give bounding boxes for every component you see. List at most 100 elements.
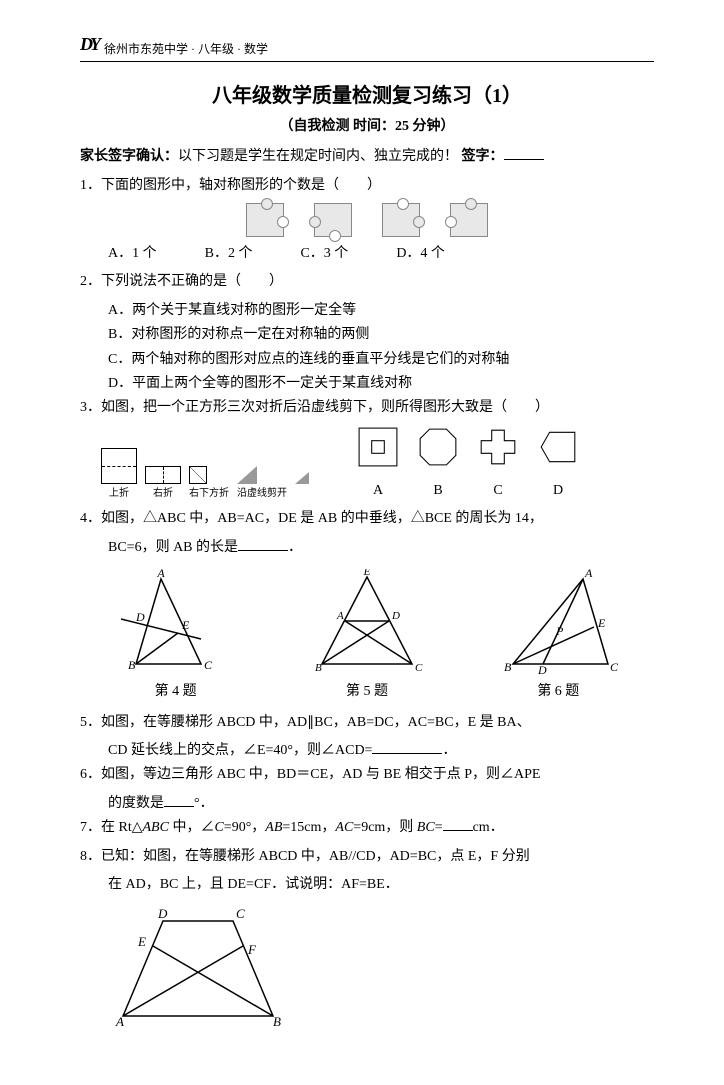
- question-8-line2: 在 AD，BC 上，且 DE=CF．试说明：AF=BE．: [80, 874, 654, 896]
- question-7: 7．在 Rt△ABC 中，∠C=90°，AB=15cm，AC=9cm，则 BC=…: [80, 817, 654, 839]
- q7-m3: =15cm，: [282, 820, 335, 835]
- header-text: 徐州市东苑中学 · 八年级 · 数学: [104, 40, 268, 59]
- question-8-line1: 8．已知：如图，在等腰梯形 ABCD 中，AB//CD，AD=BC，点 E，F …: [80, 846, 654, 868]
- confirm-body: 以下习题是学生在规定时间内、独立完成的！: [178, 149, 458, 164]
- svg-text:B: B: [128, 658, 136, 672]
- q6-suffix: °．: [194, 796, 214, 811]
- q7-unit: cm．: [473, 820, 504, 835]
- q2-option-d[interactable]: D．平面上两个全等的图形不一定关于某直线对称: [80, 373, 654, 395]
- question-6-line2: 的度数是 °．: [80, 793, 654, 815]
- puzzle-piece-icon: [382, 203, 420, 237]
- pentagon-arrow-icon: [537, 426, 579, 468]
- fold-step-4: 沿虚线剪开: [237, 466, 287, 502]
- answer-blank[interactable]: [372, 753, 442, 754]
- triangle-small-icon: [295, 472, 309, 484]
- answer-d[interactable]: D: [537, 426, 579, 503]
- svg-text:D: D: [157, 906, 168, 921]
- answer-blank[interactable]: [238, 550, 288, 551]
- answer-c[interactable]: C: [477, 426, 519, 503]
- signature-blank[interactable]: [504, 159, 544, 160]
- svg-text:A: A: [584, 569, 593, 580]
- q7-m2: =90°，: [224, 820, 266, 835]
- figure-q4: A B C D E: [106, 569, 246, 679]
- question-3: 3．如图，把一个正方形三次对折后沿虚线剪下，则所得图形大致是（ ）: [80, 397, 654, 419]
- answer-label: A: [357, 480, 399, 502]
- puzzle-piece-icon: [246, 203, 284, 237]
- svg-text:B: B: [504, 660, 512, 674]
- svg-text:E: E: [363, 569, 371, 578]
- q3-figures: 上折 右折 右下方折 沿虚线剪开 A B: [80, 426, 654, 503]
- svg-text:D: D: [135, 610, 145, 624]
- octagon-icon: [417, 426, 459, 468]
- figure-q6: A B C D E P: [488, 569, 628, 679]
- svg-text:A: A: [336, 610, 344, 622]
- svg-text:C: C: [236, 906, 245, 921]
- svg-text:D: D: [537, 663, 547, 677]
- option-d[interactable]: D．4 个: [396, 243, 445, 265]
- svg-text:E: E: [597, 616, 606, 630]
- q2-option-c[interactable]: C．两个轴对称的图形对应点的连线的垂直平分线是它们的对称轴: [80, 349, 654, 371]
- svg-text:C: C: [610, 660, 619, 674]
- question-6-line1: 6．如图，等边三角形 ABC 中，BD＝CE，AD 与 BE 相交于点 P，则∠…: [80, 764, 654, 786]
- fold-label: 右折: [145, 486, 181, 502]
- q7-abc: ABC: [143, 820, 169, 835]
- question-5-line2: CD 延长线上的交点，∠E=40°，则∠ACD= ．: [80, 740, 654, 762]
- square-diag-icon: [189, 466, 207, 484]
- q2-option-a[interactable]: A．两个关于某直线对称的图形一定全等: [80, 300, 654, 322]
- fold-label: 右下方折: [189, 486, 229, 502]
- svg-text:E: E: [137, 934, 146, 949]
- question-4-line2: BC=6，则 AB 的长是 ．: [80, 537, 654, 559]
- page-header: DY 徐州市东苑中学 · 八年级 · 数学: [80, 30, 654, 62]
- q1-figures: [80, 203, 654, 237]
- answer-blank[interactable]: [164, 806, 194, 807]
- page-subtitle: （自我检测 时间：25 分钟）: [80, 116, 654, 138]
- figure-q8: D C E F A B: [108, 906, 288, 1036]
- q5-text: CD 延长线上的交点，∠E=40°，则∠ACD=: [108, 743, 372, 758]
- option-b[interactable]: B．2 个: [205, 243, 253, 265]
- svg-text:A: A: [115, 1014, 124, 1029]
- svg-text:P: P: [555, 624, 564, 638]
- figure-q5: E A D B C: [297, 569, 437, 679]
- puzzle-piece-icon: [314, 203, 352, 237]
- rect-fold-icon: [145, 466, 181, 484]
- answer-a[interactable]: A: [357, 426, 399, 503]
- q7-m1: 中，∠: [169, 820, 215, 835]
- fold-label: 沿虚线剪开: [237, 486, 287, 502]
- fold-step-3: 右下方折: [189, 466, 229, 502]
- confirm-prefix: 家长签字确认：: [80, 149, 178, 164]
- plus-icon: [477, 426, 519, 468]
- fold-step-2: 右折: [145, 466, 181, 502]
- option-a[interactable]: A．1 个: [108, 243, 157, 265]
- fold-result: [295, 472, 309, 502]
- q1-options: A．1 个 B．2 个 C．3 个 D．4 个: [80, 243, 654, 265]
- q5-suffix: ．: [442, 743, 456, 758]
- question-4-line1: 4．如图，△ABC 中，AB=AC，DE 是 AB 的中垂线，△BCE 的周长为…: [80, 508, 654, 530]
- confirm-sig-label: 签字：: [462, 149, 504, 164]
- fig-caption-6: 第 6 题: [537, 681, 579, 703]
- q4-text: BC=6，则 AB 的长是: [108, 540, 238, 555]
- q6-text: 的度数是: [108, 796, 164, 811]
- page-title: 八年级数学质量检测复习练习（1）: [80, 80, 654, 112]
- answer-label: B: [417, 480, 459, 502]
- svg-text:C: C: [415, 662, 423, 674]
- option-c[interactable]: C．3 个: [300, 243, 348, 265]
- confirm-line: 家长签字确认：以下习题是学生在规定时间内、独立完成的！ 签字：: [80, 146, 654, 168]
- figures-456: A B C D E E A D B C A B C D E P: [80, 569, 654, 679]
- answer-b[interactable]: B: [417, 426, 459, 503]
- school-logo: DY: [80, 30, 98, 59]
- svg-text:A: A: [156, 569, 165, 580]
- question-2: 2．下列说法不正确的是（ ）: [80, 271, 654, 293]
- svg-text:B: B: [315, 662, 322, 674]
- fold-step-1: 上折: [101, 448, 137, 502]
- q4-suffix: ．: [288, 540, 302, 555]
- question-1: 1．下面的图形中，轴对称图形的个数是（ ）: [80, 175, 654, 197]
- q2-option-b[interactable]: B．对称图形的对称点一定在对称轴的两侧: [80, 324, 654, 346]
- answer-blank[interactable]: [443, 830, 473, 831]
- q7-ac: AC: [335, 820, 353, 835]
- square-fold-icon: [101, 448, 137, 484]
- q7-ab: AB: [265, 820, 282, 835]
- fold-label: 上折: [101, 486, 137, 502]
- svg-text:B: B: [273, 1014, 281, 1029]
- svg-text:F: F: [247, 942, 257, 957]
- figure-captions: 第 4 题 第 5 题 第 6 题: [80, 681, 654, 703]
